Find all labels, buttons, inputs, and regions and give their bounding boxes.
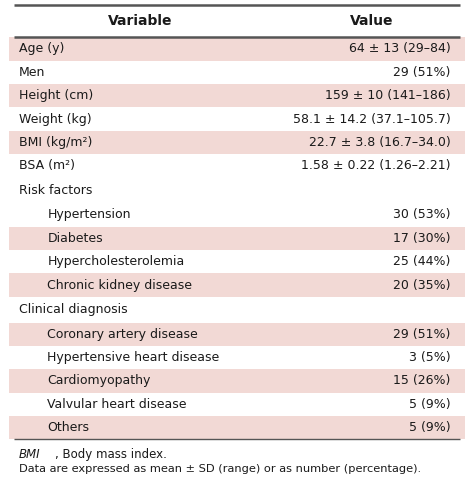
Text: 17 (30%): 17 (30%): [393, 232, 450, 245]
Text: Risk factors: Risk factors: [19, 184, 92, 197]
Bar: [9, 369, 465, 393]
Text: 58.1 ± 14.2 (37.1–105.7): 58.1 ± 14.2 (37.1–105.7): [292, 112, 450, 126]
Bar: [9, 5, 465, 37]
Text: 29 (51%): 29 (51%): [393, 328, 450, 341]
Bar: [9, 84, 465, 107]
Text: Age (y): Age (y): [19, 42, 64, 56]
Bar: [9, 203, 465, 227]
Text: 159 ± 10 (141–186): 159 ± 10 (141–186): [325, 89, 450, 102]
Text: Valvular heart disease: Valvular heart disease: [47, 398, 187, 411]
Bar: [9, 154, 465, 177]
Bar: [9, 177, 465, 203]
Bar: [9, 346, 465, 369]
Text: 1.58 ± 0.22 (1.26–2.21): 1.58 ± 0.22 (1.26–2.21): [301, 159, 450, 172]
Bar: [9, 37, 465, 61]
Text: Variable: Variable: [108, 14, 172, 28]
Text: Coronary artery disease: Coronary artery disease: [47, 328, 198, 341]
Bar: [9, 297, 465, 323]
Text: 22.7 ± 3.8 (16.7–34.0): 22.7 ± 3.8 (16.7–34.0): [309, 136, 450, 149]
Text: Hypercholesterolemia: Hypercholesterolemia: [47, 255, 185, 268]
Bar: [9, 250, 465, 273]
Text: Cardiomyopathy: Cardiomyopathy: [47, 374, 151, 388]
Text: 3 (5%): 3 (5%): [409, 351, 450, 364]
Text: 64 ± 13 (29–84): 64 ± 13 (29–84): [348, 42, 450, 56]
Text: 5 (9%): 5 (9%): [409, 421, 450, 434]
Text: Chronic kidney disease: Chronic kidney disease: [47, 278, 192, 292]
Bar: [9, 393, 465, 416]
Text: Hypertensive heart disease: Hypertensive heart disease: [47, 351, 219, 364]
Text: 30 (53%): 30 (53%): [393, 208, 450, 222]
Text: 20 (35%): 20 (35%): [393, 278, 450, 292]
Text: , Body mass index.: , Body mass index.: [55, 448, 166, 461]
Text: Height (cm): Height (cm): [19, 89, 93, 102]
Text: BMI: BMI: [19, 448, 41, 461]
Text: BSA (m²): BSA (m²): [19, 159, 75, 172]
Bar: [9, 131, 465, 154]
Text: 25 (44%): 25 (44%): [393, 255, 450, 268]
Bar: [9, 323, 465, 346]
Text: BMI (kg/m²): BMI (kg/m²): [19, 136, 92, 149]
Bar: [9, 107, 465, 131]
Text: Hypertension: Hypertension: [47, 208, 131, 222]
Bar: [9, 227, 465, 250]
Bar: [9, 61, 465, 84]
Text: Diabetes: Diabetes: [47, 232, 103, 245]
Text: 5 (9%): 5 (9%): [409, 398, 450, 411]
Text: Data are expressed as mean ± SD (range) or as number (percentage).: Data are expressed as mean ± SD (range) …: [19, 464, 421, 474]
Text: Men: Men: [19, 66, 46, 79]
Text: 29 (51%): 29 (51%): [393, 66, 450, 79]
Bar: [9, 273, 465, 297]
Text: Clinical diagnosis: Clinical diagnosis: [19, 303, 128, 316]
Text: 15 (26%): 15 (26%): [393, 374, 450, 388]
Text: Weight (kg): Weight (kg): [19, 112, 91, 126]
Bar: [9, 416, 465, 439]
Text: Others: Others: [47, 421, 90, 434]
Text: Value: Value: [350, 14, 394, 28]
